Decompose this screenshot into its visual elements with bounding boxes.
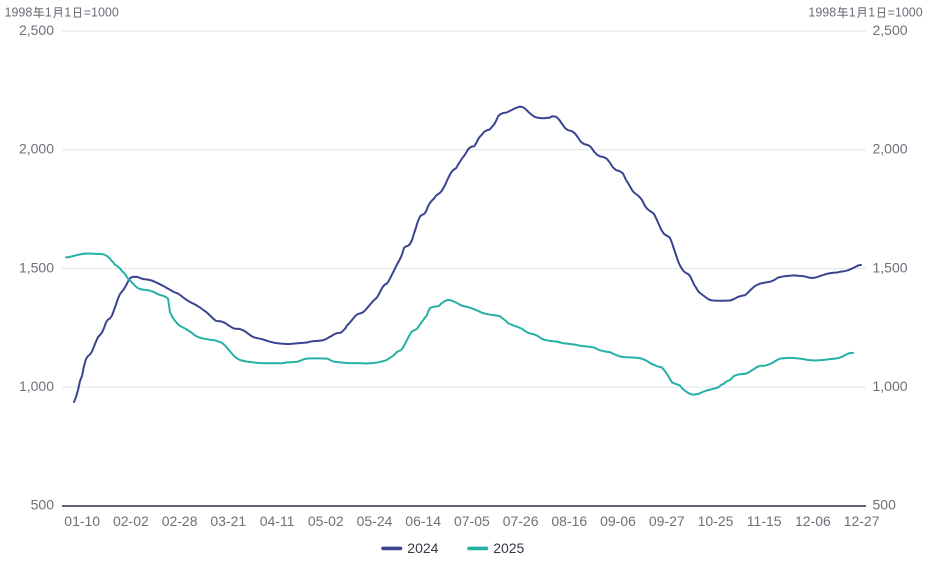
svg-text:07-26: 07-26 (503, 513, 539, 529)
svg-text:500: 500 (873, 497, 897, 513)
svg-text:05-24: 05-24 (357, 513, 393, 529)
svg-text:11-15: 11-15 (747, 513, 782, 529)
svg-text:04-11: 04-11 (260, 513, 295, 529)
svg-text:12-06: 12-06 (795, 513, 831, 529)
svg-text:03-21: 03-21 (210, 513, 246, 529)
svg-text:=1000: =1000 (84, 6, 119, 20)
svg-text:1998: 1998 (5, 6, 33, 20)
svg-text:12-27: 12-27 (844, 513, 880, 529)
svg-text:500: 500 (31, 497, 55, 513)
svg-text:1: 1 (45, 6, 52, 20)
svg-text:1: 1 (849, 6, 856, 20)
svg-text:1,000: 1,000 (19, 378, 54, 394)
svg-text:1: 1 (64, 6, 71, 20)
svg-text:2,500: 2,500 (19, 22, 54, 38)
svg-text:=1000: =1000 (888, 6, 923, 20)
svg-text:06-14: 06-14 (405, 513, 441, 529)
svg-text:09-06: 09-06 (600, 513, 636, 529)
svg-text:09-27: 09-27 (649, 513, 685, 529)
svg-text:02-02: 02-02 (113, 513, 149, 529)
svg-text:2,500: 2,500 (873, 22, 908, 38)
svg-text:1998: 1998 (808, 6, 836, 20)
svg-text:08-16: 08-16 (551, 513, 587, 529)
svg-text:01-10: 01-10 (64, 513, 100, 529)
svg-text:1,000: 1,000 (873, 378, 908, 394)
svg-text:2025: 2025 (493, 540, 524, 556)
svg-text:1,500: 1,500 (19, 259, 54, 275)
svg-text:07-05: 07-05 (454, 513, 490, 529)
svg-text:10-25: 10-25 (698, 513, 734, 529)
svg-text:02-28: 02-28 (162, 513, 198, 529)
svg-text:05-02: 05-02 (308, 513, 344, 529)
svg-text:2,000: 2,000 (873, 141, 908, 157)
svg-text:1: 1 (868, 6, 875, 20)
svg-text:1,500: 1,500 (873, 259, 908, 275)
svg-text:2,000: 2,000 (19, 141, 54, 157)
svg-text:2024: 2024 (407, 540, 438, 556)
